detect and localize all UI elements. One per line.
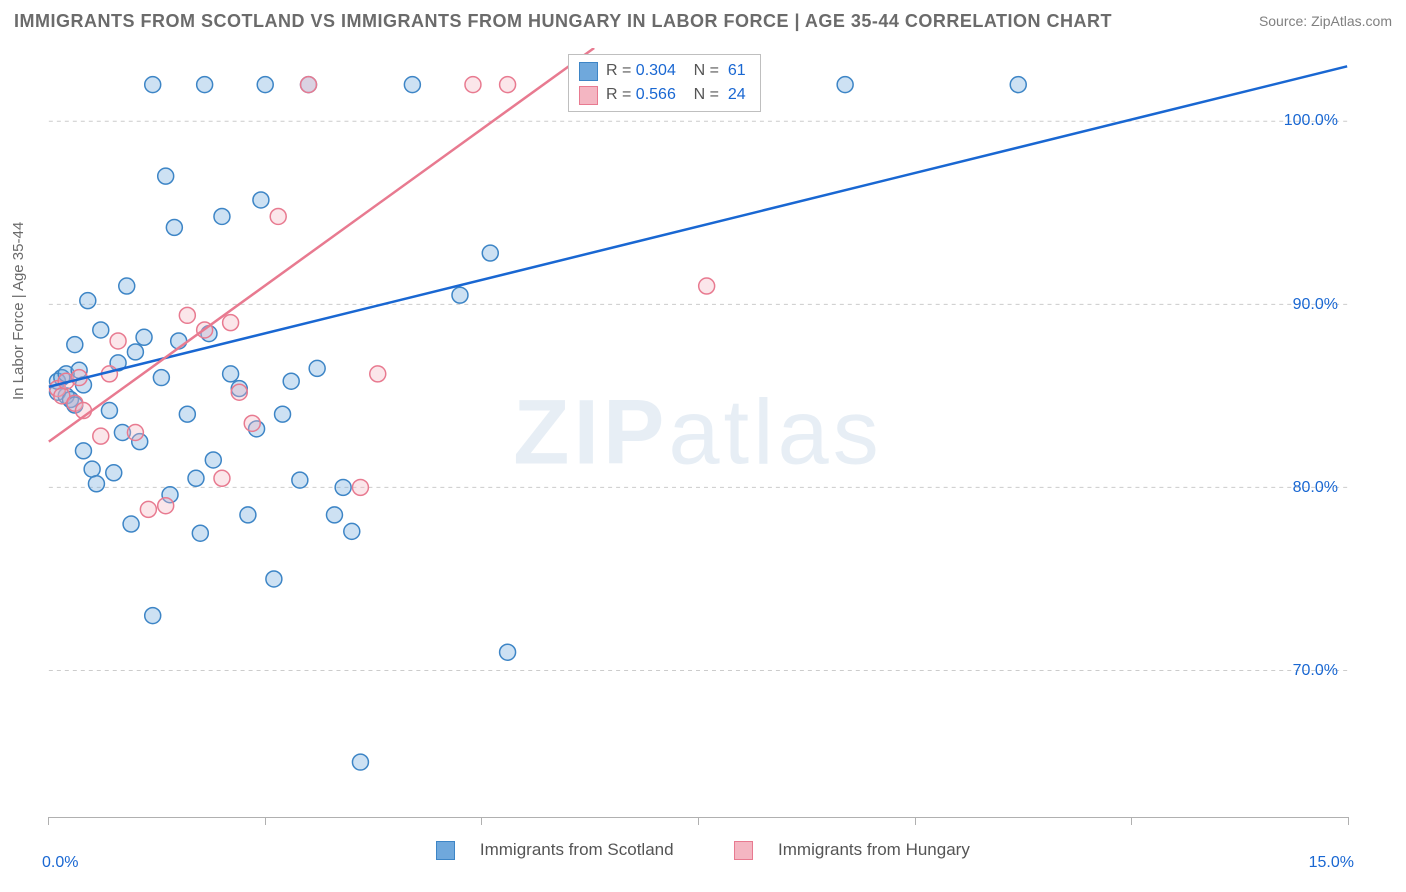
y-tick-label: 100.0% (1284, 112, 1338, 130)
x-tick-mark (481, 817, 482, 825)
y-axis-label: In Labor Force | Age 35-44 (10, 222, 27, 400)
x-tick-mark (698, 817, 699, 825)
legend-swatch-hungary-bottom (734, 841, 753, 860)
bottom-legend-scotland: Immigrants from Scotland (422, 839, 692, 858)
legend-swatch-scotland (579, 62, 598, 81)
legend-stats-box: R = 0.304 N = 61 R = 0.566 N = 24 (568, 54, 761, 112)
y-tick-label: 90.0% (1293, 296, 1338, 314)
legend-r-scotland: R = 0.304 N = 61 (606, 59, 746, 83)
y-tick-label: 80.0% (1293, 479, 1338, 497)
x-tick-mark (1131, 817, 1132, 825)
bottom-legend: Immigrants from Scotland Immigrants from… (0, 839, 1406, 860)
bottom-legend-hungary: Immigrants from Hungary (720, 839, 984, 858)
y-tick-label: 70.0% (1293, 662, 1338, 680)
bottom-legend-label-hungary: Immigrants from Hungary (778, 840, 970, 859)
legend-r-hungary: R = 0.566 N = 24 (606, 83, 746, 107)
plot-svg (48, 48, 1348, 817)
title-bar: IMMIGRANTS FROM SCOTLAND VS IMMIGRANTS F… (14, 8, 1392, 34)
plot-area: R = 0.304 N = 61 R = 0.566 N = 24 ZIPatl… (48, 48, 1348, 818)
x-tick-mark (48, 817, 49, 825)
x-tick-mark (1348, 817, 1349, 825)
legend-stats-row-hungary: R = 0.566 N = 24 (579, 83, 746, 107)
chart-title: IMMIGRANTS FROM SCOTLAND VS IMMIGRANTS F… (14, 11, 1112, 32)
x-tick-mark (915, 817, 916, 825)
bottom-legend-label-scotland: Immigrants from Scotland (480, 840, 674, 859)
legend-swatch-scotland-bottom (436, 841, 455, 860)
x-tick-mark (265, 817, 266, 825)
legend-stats-row-scotland: R = 0.304 N = 61 (579, 59, 746, 83)
source-label: Source: ZipAtlas.com (1259, 13, 1392, 29)
legend-swatch-hungary (579, 86, 598, 105)
